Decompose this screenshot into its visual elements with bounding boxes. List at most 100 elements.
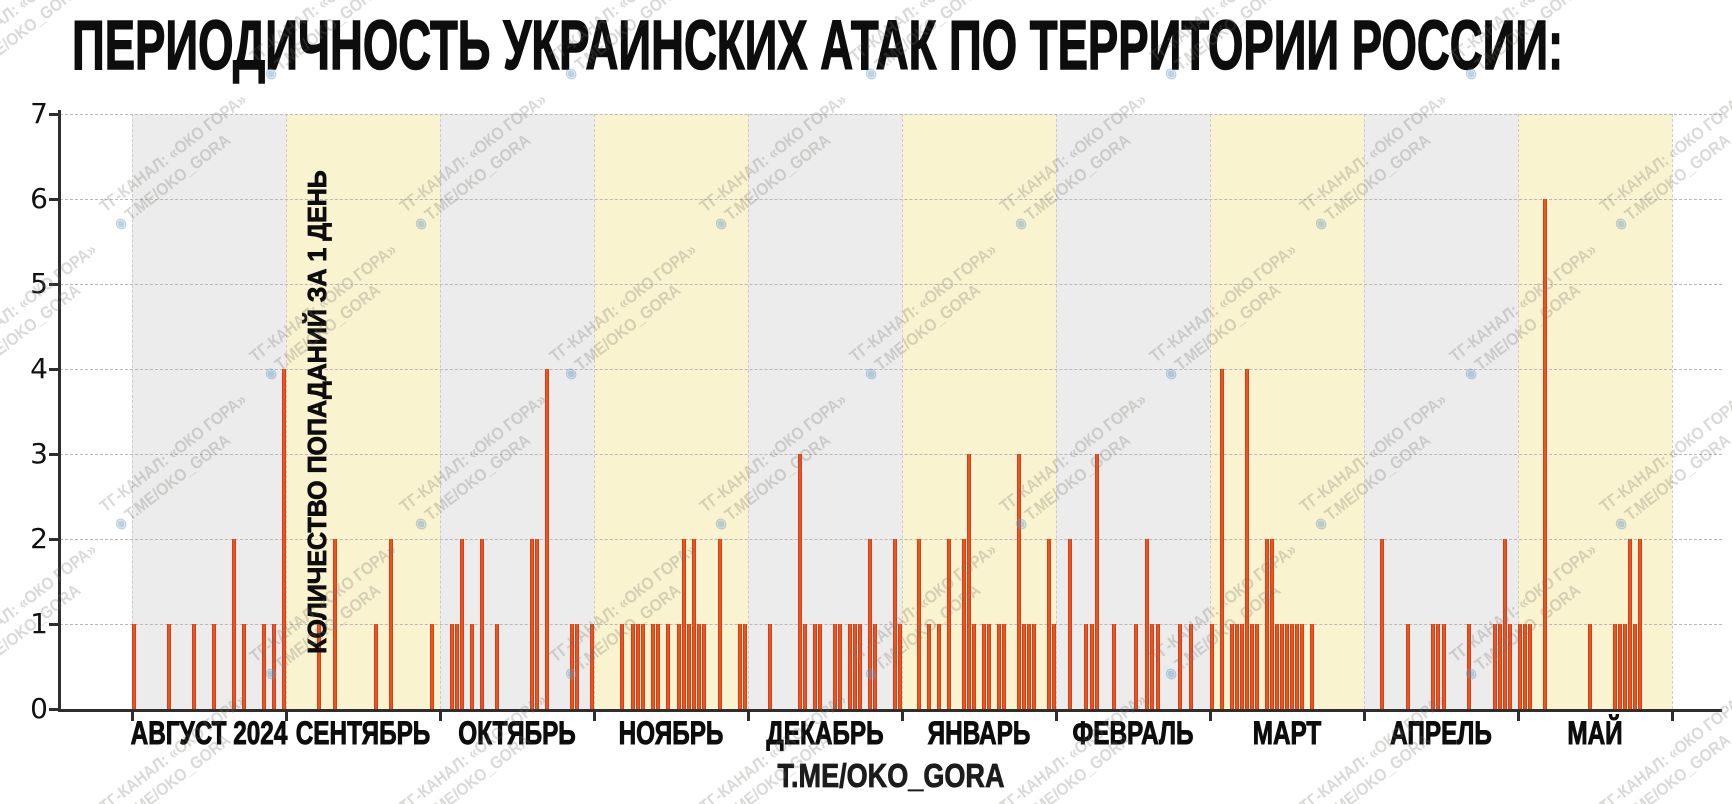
bar-ноябрь-day13: [656, 624, 661, 709]
bar-январь-day31: [1051, 624, 1056, 709]
bar-апрель-day16: [1441, 624, 1446, 709]
bar-май-day1: [1518, 624, 1523, 709]
month-boundary-gridline: [132, 114, 133, 709]
x-axis-tick: [439, 712, 442, 721]
eye-logo-icon: ◉: [111, 511, 133, 533]
month-boundary-gridline: [1672, 114, 1673, 709]
bar-ноябрь-day29: [738, 624, 743, 709]
x-axis-tick: [1517, 712, 1520, 721]
bar-август-2024-day29: [271, 624, 276, 709]
bar-декабрь-day30: [892, 539, 897, 709]
bar-сентябрь-day29: [430, 624, 435, 709]
bar-сентябрь-day7: [317, 624, 322, 709]
month-boundary-gridline: [1210, 114, 1211, 709]
x-tick-label-month: МАРТ: [1252, 715, 1322, 752]
x-axis-tick: [1363, 712, 1366, 721]
footer-channel-link: T.ME/OKO_GORA: [777, 757, 1005, 795]
bar-январь-day21: [1001, 624, 1006, 709]
bar-март-day13: [1270, 539, 1275, 709]
bar-август-2024-day23: [241, 624, 246, 709]
bar-январь-day6: [927, 624, 932, 709]
bar-февраль-day8: [1095, 454, 1100, 709]
x-tick-label-month: СЕНТЯБРЬ: [295, 715, 431, 752]
bar-октябрь-day3: [450, 624, 455, 709]
bar-октябрь-day9: [480, 539, 485, 709]
bar-апрель-day28: [1503, 539, 1508, 709]
bar-февраль-day6: [1084, 624, 1089, 709]
x-tick-label-month: ОКТЯБРЬ: [458, 715, 576, 752]
bar-февраль-day19: [1155, 624, 1160, 709]
bar-май-day25: [1637, 539, 1642, 709]
bar-декабрь-day18: [832, 624, 837, 709]
x-axis-tick: [1209, 712, 1212, 721]
bar-май-day23: [1627, 539, 1632, 709]
y-tick-label: 2: [30, 522, 48, 555]
bar-февраль-day11: [1111, 624, 1116, 709]
bar-май-day24: [1632, 624, 1637, 709]
bar-январь-day24: [1016, 454, 1021, 709]
y-axis-spine: [58, 110, 61, 712]
x-axis-tick: [901, 712, 904, 721]
x-tick-label-month: ДЕКАБРЬ: [766, 715, 884, 752]
bar-ноябрь-day10: [640, 624, 645, 709]
bar-май-day2: [1523, 624, 1528, 709]
bar-май-day6: [1543, 199, 1548, 709]
y-axis-tick: [49, 198, 59, 201]
y-tick-label: 1: [30, 607, 48, 640]
bar-ноябрь-day22: [702, 624, 707, 709]
bar-апрель-day27: [1498, 624, 1503, 709]
bar-декабрь-day15: [818, 624, 823, 709]
month-band-gray: [748, 114, 902, 709]
y-axis-tick: [49, 453, 59, 456]
bar-ноябрь-day6: [620, 624, 625, 709]
bar-февраль-day7: [1089, 624, 1094, 709]
x-axis-tick: [285, 712, 288, 721]
bar-август-2024-day8: [167, 624, 172, 709]
bar-декабрь-day14: [813, 624, 818, 709]
x-tick-label-month: МАЙ: [1567, 715, 1623, 752]
bar-март-day7: [1240, 624, 1245, 709]
y-axis-label: КОЛИЧЕСТВО ПОПАДАНИЙ ЗА 1 ДЕНЬ: [302, 170, 333, 654]
bar-декабрь-day23: [857, 624, 862, 709]
horizontal-gridline: [60, 369, 1722, 370]
bar-январь-day10: [947, 539, 952, 709]
month-band-yellow: [594, 114, 748, 709]
month-boundary-gridline: [902, 114, 903, 709]
bar-октябрь-day5: [460, 539, 465, 709]
bar-январь-day30: [1046, 539, 1051, 709]
month-band-gray: [132, 114, 286, 709]
bar-январь-day17: [981, 624, 986, 709]
month-boundary-gridline: [440, 114, 441, 709]
y-tick-label: 7: [30, 97, 48, 130]
x-axis-tick: [1055, 712, 1058, 721]
bar-декабрь-day19: [837, 624, 842, 709]
bar-ноябрь-day25: [717, 539, 722, 709]
bar-октябрь-day20: [534, 539, 539, 709]
month-band-yellow: [902, 114, 1056, 709]
y-axis-tick: [49, 538, 59, 541]
bar-март-day17: [1289, 624, 1294, 709]
bar-октябрь-day28: [574, 624, 579, 709]
bar-март-day19: [1299, 624, 1304, 709]
x-tick-label-month: ФЕВРАЛЬ: [1072, 715, 1194, 752]
bar-август-2024-day13: [192, 624, 197, 709]
bar-февраль-day15: [1133, 624, 1138, 709]
bar-март-day3: [1220, 369, 1225, 709]
x-tick-label-month: АПРЕЛЬ: [1390, 715, 1492, 752]
bar-декабрь-day11: [798, 454, 803, 709]
y-axis-tick: [49, 113, 59, 116]
y-axis-tick: [49, 623, 59, 626]
bar-февраль-day23: [1177, 624, 1182, 709]
bar-октябрь-day4: [455, 624, 460, 709]
bar-январь-day15: [972, 624, 977, 709]
x-axis-tick: [1671, 712, 1674, 721]
y-tick-label: 5: [30, 267, 48, 300]
bar-март-day16: [1285, 624, 1289, 709]
bar-май-day15: [1588, 624, 1593, 709]
month-boundary-gridline: [1518, 114, 1519, 709]
bar-декабрь-day5: [768, 624, 773, 709]
bar-март-day9: [1250, 624, 1255, 709]
bar-январь-day14: [967, 454, 972, 709]
bar-февраль-day25: [1188, 624, 1193, 709]
bar-ноябрь-day9: [635, 624, 640, 709]
